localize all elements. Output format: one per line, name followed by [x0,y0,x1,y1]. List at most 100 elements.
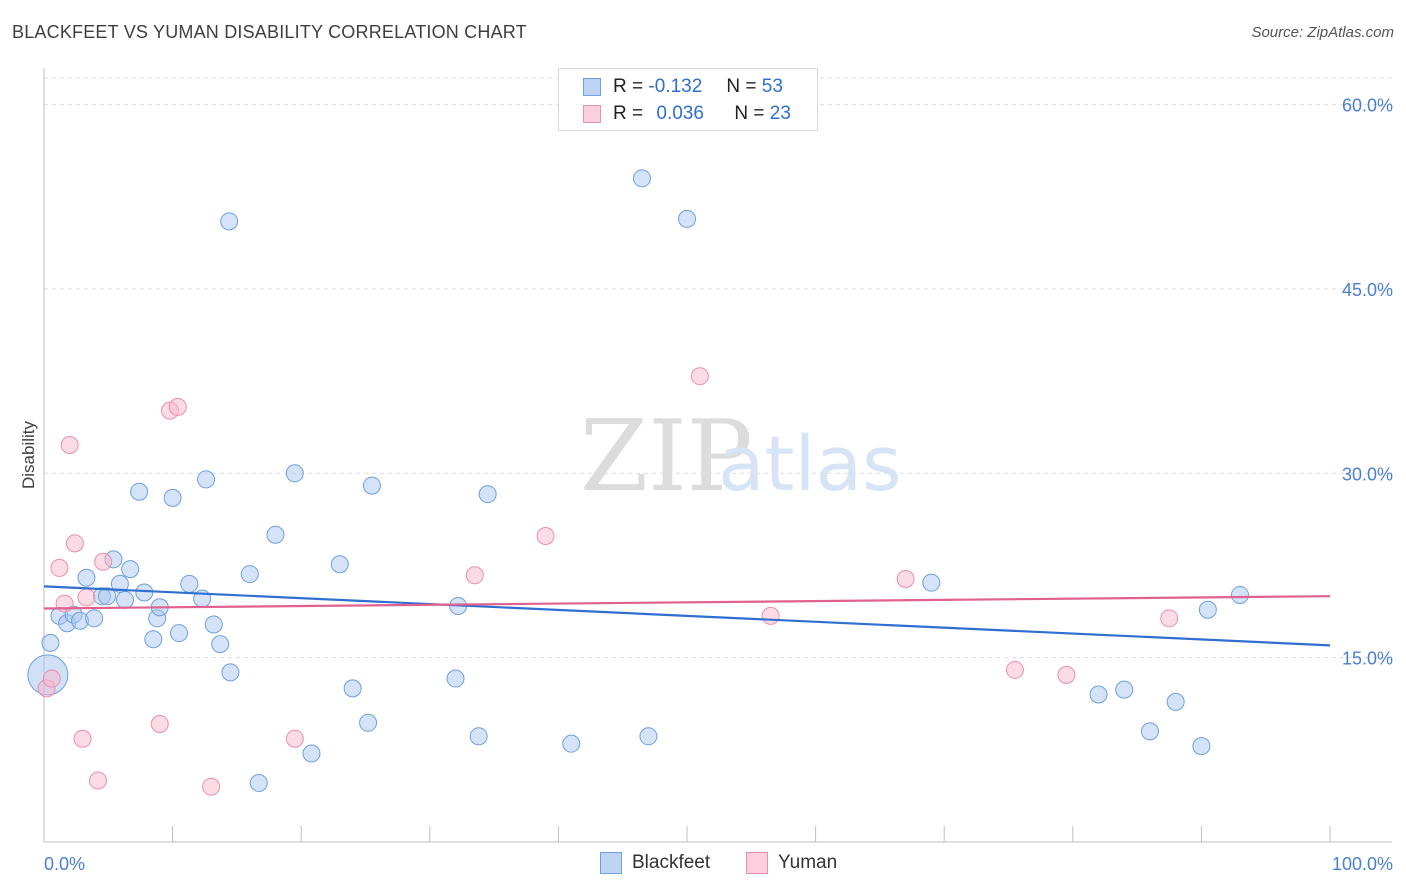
r-value-yuman: 0.036 [656,103,704,124]
blackfeet-swatch [583,78,601,96]
blackfeet-point [562,734,581,753]
n-value-yuman: 23 [769,103,791,124]
blackfeet-point [1166,692,1185,711]
blackfeet-point [98,587,117,606]
blackfeet-point [135,583,154,602]
yuman-point [60,436,79,455]
blackfeet-point [330,555,349,574]
yuman-point [202,777,221,796]
blackfeet-point [343,679,362,698]
yuman-point [1005,660,1024,679]
x-tick-label-min: 0.0% [44,854,85,874]
yuman-legend-swatch [746,852,768,874]
yuman-point [168,397,187,416]
n-value-blackfeet: 53 [761,76,783,97]
legend-row-yuman: R = 0.036 N = 23 [583,102,791,126]
watermark-zip: ZIP [580,400,753,514]
yuman-point [42,669,61,688]
blackfeet-point [446,669,465,688]
yuman-point [94,552,113,571]
tick-labels: 15.0% 30.0% 45.0% 60.0% 0.0% 100.0% [44,96,1393,874]
yuman-point [77,588,96,607]
blackfeet-point [632,169,651,188]
blackfeet-point [678,209,696,228]
watermark-atlas: atlas [718,419,902,508]
blackfeet-point [1089,685,1108,704]
yuman-point [89,771,108,790]
yuman-point [896,569,915,588]
yuman-point [690,367,709,386]
blackfeet-point [77,568,96,587]
blackfeet-point [204,615,223,634]
blackfeet-point [240,565,259,584]
legend-row-blackfeet: R = -0.132 N = 53 [583,75,783,99]
correlation-legend: R = -0.132 N = 53 R = 0.036 N = 23 [558,68,818,131]
y-tick-label: 45.0% [1342,280,1393,300]
blackfeet-point [41,633,60,652]
y-tick-label: 30.0% [1342,464,1393,484]
n-label: N = [726,76,757,97]
trend-lines [43,585,1331,647]
y-tick-label: 15.0% [1342,649,1393,669]
blackfeet-point [85,609,104,628]
yuman-trend-line [43,595,1331,610]
blackfeet-point [144,630,163,649]
yuman-point [55,594,74,613]
yuman-legend-label: Yuman [778,852,838,873]
blackfeet-point [285,464,304,483]
blackfeet-point [170,624,189,643]
blackfeet-legend-label: Blackfeet [632,852,711,873]
blackfeet-point [249,774,268,793]
blackfeet-point [163,488,182,507]
yuman-point [65,534,84,553]
yuman-point [465,566,484,585]
blackfeet-point [211,635,230,654]
yuman-point [73,729,92,748]
blackfeet-point [302,744,321,763]
yuman-point [285,729,304,748]
bottom-legend-yuman: Yuman [746,850,837,876]
yuman-point [536,526,555,545]
yuman-point [1160,609,1179,628]
blackfeet-point [180,574,199,593]
blackfeet-point [121,560,140,579]
n-label: N = [734,103,765,124]
blackfeet-point [1192,737,1211,756]
blackfeet-point [1230,585,1249,604]
blackfeet-point [116,590,135,609]
x-tick-label-max: 100.0% [1332,854,1393,874]
blackfeet-point [110,574,129,593]
blackfeet-point [362,476,381,495]
y-axis-label: Disability [19,420,38,489]
blackfeet-point [469,727,488,746]
chart-title: BLACKFEET VS YUMAN DISABILITY CORRELATIO… [12,22,527,42]
yuman-point [50,558,69,577]
blackfeet-legend-swatch [600,852,622,874]
blackfeet-point [359,713,378,732]
data-points [27,169,1249,796]
blackfeet-point [197,470,216,489]
blackfeet-point [221,663,240,682]
blackfeet-point [220,212,239,231]
yuman-point [761,606,780,625]
blackfeet-point [1115,680,1134,699]
blackfeet-trend-line [43,585,1331,647]
blackfeet-point [639,727,658,746]
y-tick-label: 60.0% [1342,96,1393,116]
r-value-blackfeet: -0.132 [648,76,703,97]
blackfeet-point [130,482,149,501]
blackfeet-point [922,573,941,592]
blackfeet-point [478,485,497,504]
r-label: R = [613,103,644,124]
blackfeet-point [266,525,285,544]
bottom-legend-blackfeet: Blackfeet [600,850,710,876]
blackfeet-point [1140,722,1159,741]
blackfeet-point [1198,600,1217,619]
r-label: R = [613,76,644,97]
yuman-point [1057,665,1076,684]
source-label: Source: ZipAtlas.com [1251,24,1394,41]
yuman-point [150,715,169,734]
yuman-swatch [583,105,601,123]
axes [43,68,1392,843]
